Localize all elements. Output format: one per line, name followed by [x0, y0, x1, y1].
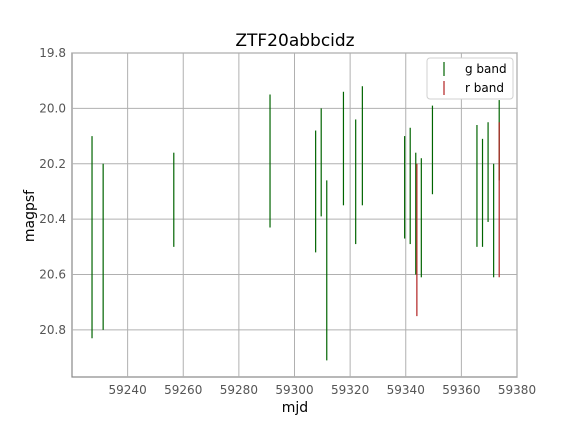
- x-tick-label: 59240: [109, 383, 147, 397]
- x-axis-label: mjd: [282, 400, 308, 416]
- y-tick-label: 20.0: [39, 101, 66, 115]
- x-tick-label: 59280: [220, 383, 258, 397]
- x-tick-label: 59300: [275, 383, 313, 397]
- x-tick-label: 59320: [331, 383, 369, 397]
- x-tick-label: 59360: [442, 383, 480, 397]
- y-tick-label: 20.4: [39, 212, 66, 226]
- y-tick-label: 20.6: [39, 268, 66, 282]
- legend: g band r band: [426, 57, 514, 100]
- tick-labels: 59240 59260 59280 59300 59320 59340 59360 59380…: [39, 46, 536, 397]
- y-axis-label: magpsf: [22, 189, 38, 242]
- x-tick-label: 59340: [387, 383, 425, 397]
- legend-box: [426, 57, 514, 100]
- grid: [72, 52, 518, 377]
- legend-label-r-band: r band: [465, 81, 504, 95]
- x-tick-label: 59260: [164, 383, 202, 397]
- x-tick-label: 59380: [498, 383, 536, 397]
- series-layer: [91, 86, 500, 361]
- legend-label-g-band: g band: [465, 62, 507, 76]
- chart-title: ZTF20abbcidz: [235, 31, 354, 51]
- y-tick-label: 20.8: [39, 323, 66, 337]
- y-tick-label: 19.8: [39, 46, 66, 60]
- y-tick-label: 20.2: [39, 157, 66, 171]
